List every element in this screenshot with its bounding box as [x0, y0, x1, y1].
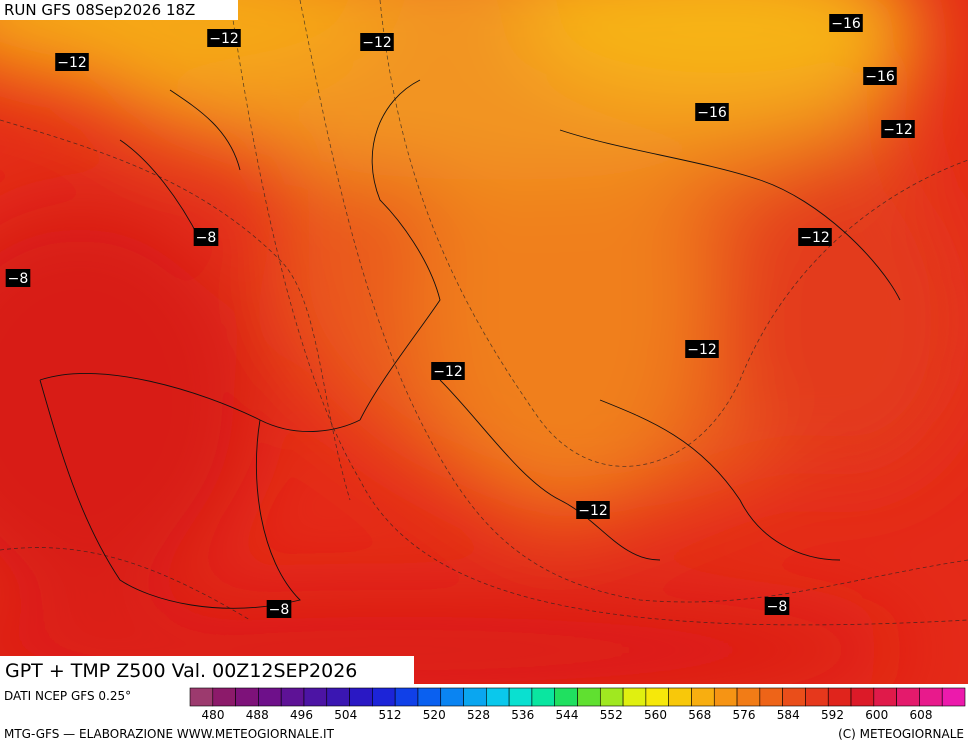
scale-cell: [919, 687, 943, 707]
scale-cell: [417, 687, 442, 707]
scale-cell: [577, 687, 601, 707]
map: [0, 0, 968, 684]
scale-cell: [531, 687, 556, 707]
contour-label: −12: [57, 55, 87, 71]
contour-label: −8: [8, 271, 29, 287]
map-title: GPT + TMP Z500 Val. 00Z12SEP2026: [5, 660, 357, 682]
credit-label: MTG-GFS — ELABORAZIONE WWW.METEOGIORNALE…: [4, 727, 335, 741]
scale-label: 584: [777, 708, 800, 722]
scale-cell: [645, 687, 669, 707]
scale-label: 520: [423, 708, 446, 722]
scale-cell: [486, 687, 510, 707]
scale-cell: [463, 687, 487, 707]
scale-label: 480: [202, 708, 225, 722]
scale-cell: [508, 687, 533, 707]
scale-cell: [850, 687, 875, 707]
scale-label: 576: [733, 708, 756, 722]
scale-label: 592: [821, 708, 844, 722]
contour-label-box: [431, 362, 465, 380]
contour-label-box: [5, 269, 31, 287]
contour-label-box: [764, 597, 790, 615]
source-label: DATI NCEP GFS 0.25°: [4, 689, 131, 703]
scale-cell: [372, 687, 396, 707]
scale-cell: [827, 687, 852, 707]
scale-label: 552: [600, 708, 623, 722]
contour-label: −8: [767, 599, 788, 615]
scale-cell: [440, 687, 464, 707]
scale-cell: [713, 687, 738, 707]
scale-cell: [896, 687, 920, 707]
scale-cell: [349, 687, 373, 707]
scale-label: 528: [467, 708, 490, 722]
contour-label: −16: [831, 16, 861, 32]
contour-label-box: [193, 228, 219, 246]
contour-label: −16: [697, 105, 727, 121]
contour-label-box: [863, 67, 897, 85]
contour-labels: −12 −12 −12 −16 −16 −16 −12 −8 −8 −12 −12 −12 −12 −8 −…: [5, 14, 915, 618]
contour-label: −12: [578, 503, 608, 519]
scale-label: 488: [246, 708, 269, 722]
scale-cell: [189, 687, 214, 707]
color-scale: 480 488 496 504 512 520 528 536 544 552 560 568 576 5…: [189, 687, 966, 722]
contour-label-box: [266, 600, 292, 618]
scale-label: 536: [511, 708, 534, 722]
contour-label: −12: [362, 35, 392, 51]
scale-cell: [212, 687, 236, 707]
contour-label: −8: [269, 602, 290, 618]
scale-cell: [668, 687, 692, 707]
contour-label-box: [881, 120, 915, 138]
copyright-label: (C) METEOGIORNALE: [838, 727, 964, 741]
scale-label: 512: [379, 708, 402, 722]
contour-label-box: [829, 14, 863, 32]
scale-label: 568: [688, 708, 711, 722]
contour-label: −12: [687, 342, 717, 358]
contour-label: −12: [209, 31, 239, 47]
contour-label-box: [576, 501, 610, 519]
scale-cell: [303, 687, 328, 707]
scale-cell: [258, 687, 282, 707]
scale-cell: [691, 687, 715, 707]
contour-label: −12: [883, 122, 913, 138]
contour-label-box: [207, 29, 241, 47]
contour-label-box: [360, 33, 394, 51]
contour-label: −16: [865, 69, 895, 85]
scale-cell: [394, 687, 419, 707]
scale-label: 504: [334, 708, 357, 722]
contour-label-box: [798, 228, 832, 246]
scale-cell: [805, 687, 829, 707]
run-label: RUN GFS 08Sep2026 18Z: [4, 1, 195, 19]
contour-label: −12: [433, 364, 463, 380]
header-box: [0, 0, 238, 20]
contour-label-box: [55, 53, 89, 71]
scale-cell: [622, 687, 647, 707]
scale-cell: [873, 687, 897, 707]
scale-label: 608: [910, 708, 933, 722]
scale-label: 560: [644, 708, 667, 722]
contour-label: −12: [800, 230, 830, 246]
scale-label: 544: [556, 708, 579, 722]
scale-cell: [326, 687, 350, 707]
scale-cell: [941, 687, 966, 707]
title-box: [0, 656, 414, 684]
scale-cell: [235, 687, 259, 707]
scale-cell: [782, 687, 806, 707]
contour-label: −8: [196, 230, 217, 246]
contour-label-box: [695, 103, 729, 121]
scale-label: 496: [290, 708, 313, 722]
scale-cell: [599, 687, 624, 707]
contour-label-box: [685, 340, 719, 358]
scale-cell: [736, 687, 761, 707]
scale-label: 600: [865, 708, 888, 722]
scale-cell: [280, 687, 305, 707]
scale-cell: [759, 687, 783, 707]
scale-cell: [554, 687, 578, 707]
